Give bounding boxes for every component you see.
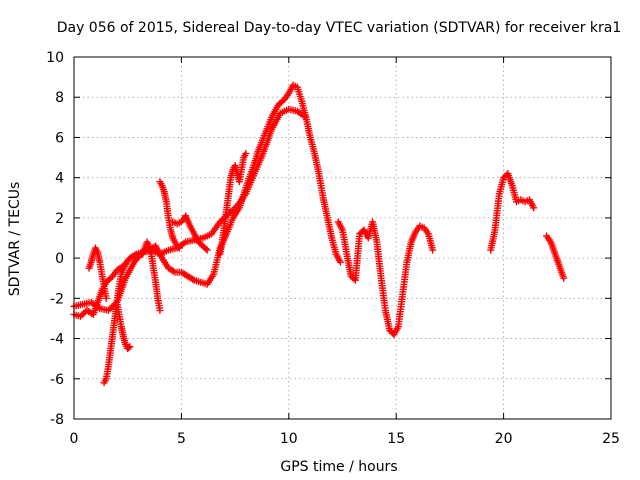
grid-layer (74, 57, 611, 419)
data-point-marker (189, 275, 197, 283)
data-point-marker (122, 260, 130, 268)
y-tick-label: 10 (46, 50, 64, 66)
data-point-marker (174, 243, 182, 251)
data-point-marker (530, 204, 538, 212)
y-tick-label: 8 (55, 90, 64, 106)
data-point-marker (279, 97, 287, 105)
y-tick-label: -2 (50, 291, 64, 307)
x-tick-label: 15 (387, 431, 405, 447)
y-tick-label: -8 (50, 412, 64, 428)
x-tick-label: 0 (70, 431, 79, 447)
y-axis-label: SDTVAR / TECUs (7, 182, 23, 297)
y-tick-label: 2 (55, 211, 64, 227)
series-layer (70, 81, 568, 387)
data-point-marker (102, 294, 110, 302)
y-tick-label: 4 (55, 171, 64, 187)
x-tick-label: 20 (495, 431, 513, 447)
series-rise-7.2h (216, 150, 250, 258)
data-point-marker (429, 246, 437, 254)
axis-layer: 0 5 10 15 20 25 -8 -6 -4 -2 0 2 4 6 8 10 (46, 50, 620, 447)
data-point-marker (126, 343, 134, 351)
plot-frame (73, 56, 612, 420)
y-tick-label: -4 (50, 332, 64, 348)
data-point-marker (242, 150, 250, 158)
data-point-marker (203, 246, 211, 254)
series-burst-0.9h (85, 244, 110, 302)
series-segment-12.7h (334, 218, 437, 339)
series-segment-4.8h (169, 212, 211, 254)
y-tick-label: -6 (50, 372, 64, 388)
data-point-marker (202, 245, 210, 253)
x-axis-label: GPS time / hours (280, 459, 397, 475)
series-dip-2.3h (113, 298, 134, 353)
data-point-marker (560, 274, 568, 282)
data-point-marker (169, 267, 177, 275)
data-point-marker (125, 344, 133, 352)
data-point-marker (336, 258, 344, 266)
data-point-marker (107, 274, 115, 282)
y-tick-label: 6 (55, 130, 64, 146)
chart-title: Day 056 of 2015, Sidereal Day-to-day VTE… (57, 20, 622, 36)
data-point-marker (302, 113, 310, 121)
y-tick-label: 0 (55, 251, 64, 267)
x-tick-label: 5 (177, 431, 186, 447)
series-spike-4.1h (156, 178, 183, 252)
series-arc-3.3h (139, 238, 164, 314)
series-segment-19.8h (487, 170, 538, 254)
series-segment-22.4h (543, 232, 568, 282)
data-point-marker (156, 306, 164, 314)
x-tick-label: 10 (280, 431, 298, 447)
data-point-marker (175, 244, 183, 252)
x-tick-label: 25 (602, 431, 620, 447)
